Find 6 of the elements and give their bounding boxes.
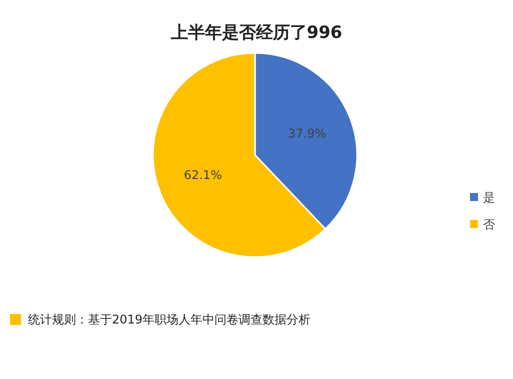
- data-label: 62.1%: [184, 168, 222, 182]
- text: 统计规则：基于2019年职场人年中问卷调查数据分析: [28, 312, 311, 326]
- legend-label: 否: [483, 217, 495, 232]
- data-label: 37.9%: [288, 126, 326, 140]
- chart-title: 上半年是否经历了996: [170, 23, 342, 43]
- legend-label: 是: [483, 190, 495, 204]
